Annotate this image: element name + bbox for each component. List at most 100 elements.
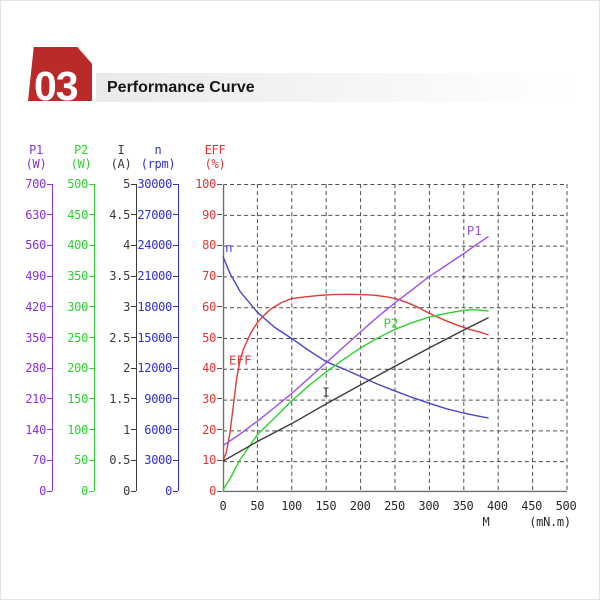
axis-tick-label-EFF: 10 — [202, 453, 216, 468]
curve-label-n: n — [225, 240, 233, 255]
axis-tick-label-P1: 560 — [25, 238, 46, 253]
curve-P2 — [222, 309, 489, 491]
axis-tick-label-I: 3.5 — [109, 269, 130, 284]
axis-tick-label-EFF: 70 — [202, 269, 216, 284]
axis-tick-P1 — [47, 214, 52, 216]
page-title: Performance Curve — [107, 79, 255, 96]
axis-tick-label-I: 4 — [123, 238, 130, 253]
axis-line-n — [178, 184, 179, 491]
axis-tick-label-I: 1.5 — [109, 391, 130, 406]
axis-tick-label-n: 15000 — [137, 330, 172, 345]
axis-tick-label-n: 27000 — [137, 207, 172, 222]
axis-tick-n — [173, 398, 178, 400]
x-tick-label: 100 — [281, 499, 302, 513]
axis-tick-label-EFF: 30 — [202, 391, 216, 406]
axis-tick-P1 — [47, 398, 52, 400]
axis-tick-label-n: 30000 — [137, 177, 172, 191]
axis-tick-label-n: 12000 — [137, 361, 172, 376]
axis-line-P1 — [52, 184, 53, 491]
axis-tick-label-I: 0 — [123, 484, 130, 498]
curve-EFF — [222, 293, 489, 462]
axis-tick-label-I: 1 — [123, 422, 130, 437]
axis-tick-EFF — [217, 244, 222, 246]
axis-tick-label-EFF: 0 — [209, 484, 216, 498]
axis-tick-label-EFF: 100 — [195, 177, 216, 191]
x-axis-unit: (mN.m) — [529, 515, 571, 529]
axis-tick-label-P2: 50 — [74, 453, 88, 468]
axis-tick-n — [173, 183, 178, 185]
axis-tick-EFF — [217, 490, 222, 492]
axis-tick-label-EFF: 80 — [202, 238, 216, 253]
axis-tick-label-I: 3 — [123, 299, 130, 314]
axis-tick-label-EFF: 20 — [202, 422, 216, 437]
axis-tick-P2 — [89, 244, 94, 246]
axis-tick-label-P2: 100 — [67, 422, 88, 437]
badge-number: 03 — [34, 63, 79, 109]
axis-tick-EFF — [217, 306, 222, 308]
axis-name-P2: P2 — [74, 143, 88, 157]
axis-tick-P1 — [47, 275, 52, 277]
x-tick-label: 400 — [487, 499, 508, 513]
axis-tick-P2 — [89, 306, 94, 308]
curve-label-P2: P2 — [383, 315, 398, 330]
axis-tick-n — [173, 490, 178, 492]
axis-tick-n — [173, 306, 178, 308]
axis-tick-EFF — [217, 429, 222, 431]
plot-area: n EFF P1 P2 I — [222, 184, 568, 493]
axis-tick-EFF — [217, 337, 222, 338]
curve-I — [222, 317, 489, 462]
axis-tick-n — [173, 367, 178, 369]
axis-unit-I: (A) — [110, 157, 132, 171]
axis-tick-P2 — [89, 214, 94, 216]
x-tick-label: 500 — [555, 499, 577, 513]
axis-tick-label-n: 3000 — [144, 453, 172, 468]
axis-tick-I — [131, 306, 136, 308]
axis-tick-I — [131, 337, 136, 338]
axis-tick-EFF — [217, 367, 222, 369]
axis-tick-I — [131, 398, 136, 400]
axis-name-I: I — [117, 143, 125, 157]
axis-tick-label-P1: 630 — [25, 207, 46, 222]
axis-tick-label-P2: 350 — [67, 269, 88, 284]
axis-tick-P2 — [89, 429, 94, 431]
axis-tick-label-EFF: 60 — [202, 299, 216, 314]
axis-tick-P1 — [47, 429, 52, 431]
axis-unit-EFF: (%) — [204, 157, 226, 171]
axis-tick-label-I: 2 — [123, 361, 130, 376]
axis-tick-label-P2: 200 — [67, 361, 88, 376]
axis-line-I — [136, 184, 137, 491]
axis-tick-label-P2: 250 — [67, 330, 88, 345]
axis-tick-label-EFF: 50 — [202, 330, 216, 345]
curve-label-I: I — [322, 385, 330, 400]
axis-tick-EFF — [217, 214, 222, 216]
axis-name-n: n — [154, 143, 162, 157]
axis-tick-label-I: 2.5 — [109, 330, 130, 345]
axis-tick-n — [173, 459, 178, 461]
axis-tick-label-P2: 300 — [67, 299, 88, 314]
axis-tick-I — [131, 490, 136, 492]
axis-tick-label-P1: 280 — [25, 361, 46, 376]
axis-tick-P1 — [47, 459, 52, 461]
axis-tick-P1 — [47, 306, 52, 308]
x-tick-label: 0 — [219, 499, 227, 513]
axis-tick-I — [131, 459, 136, 461]
title-bar: Performance Curve — [96, 73, 577, 102]
axis-tick-n — [173, 429, 178, 431]
axis-tick-P2 — [89, 337, 94, 338]
curve-n — [222, 256, 489, 419]
axis-tick-EFF — [217, 275, 222, 277]
axis-tick-I — [131, 367, 136, 369]
curve-label-P1: P1 — [467, 223, 482, 238]
axis-tick-I — [131, 429, 136, 431]
axis-tick-I — [131, 183, 136, 185]
axis-tick-label-I: 0.5 — [109, 453, 130, 468]
axis-tick-I — [131, 244, 136, 246]
x-axis-label: M — [482, 515, 490, 529]
x-tick-label: 300 — [418, 499, 440, 513]
curve-P1 — [222, 235, 489, 447]
axis-tick-n — [173, 244, 178, 246]
x-tick-label: 450 — [521, 499, 543, 513]
axis-tick-label-EFF: 90 — [202, 207, 216, 222]
axis-tick-label-EFF: 40 — [202, 361, 216, 376]
